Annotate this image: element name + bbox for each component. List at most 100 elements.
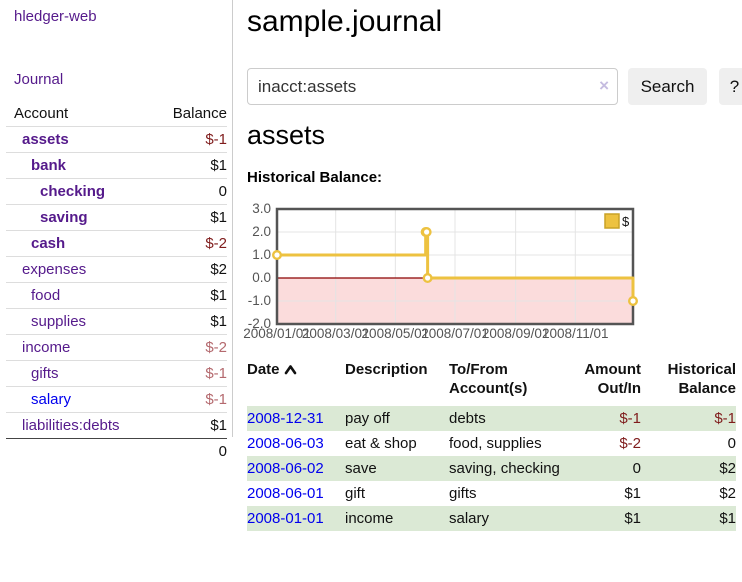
account-row-liabilities-debts: liabilities:debts $1 [6, 412, 227, 439]
svg-text:-1.0: -1.0 [248, 293, 271, 308]
transaction-date-link[interactable]: 2008-06-02 [247, 460, 324, 477]
brand-link[interactable]: hledger-web [14, 8, 97, 25]
journal-header-description: Description [345, 361, 428, 378]
journal-header-amount: Amount Out/In [584, 361, 641, 397]
account-balance-saving: $1 [155, 204, 227, 231]
account-balance-checking: 0 [155, 178, 227, 205]
account-page-title: assets [247, 120, 326, 150]
transaction-balance: 0 [727, 435, 736, 452]
svg-text:1.0: 1.0 [252, 247, 271, 262]
account-balance-assets: $-1 [155, 126, 227, 153]
svg-text:3.0: 3.0 [252, 201, 271, 216]
journal-row: 2008-01-01 income salary $1 $1 [247, 506, 736, 531]
transaction-amount: $-1 [619, 410, 641, 427]
account-row-cash: cash $-2 [6, 230, 227, 257]
search-button[interactable]: Search [628, 68, 707, 105]
account-row-salary: salary $-1 [6, 386, 227, 413]
account-balance-food: $1 [155, 282, 227, 309]
svg-text:2008/07/01: 2008/07/01 [421, 326, 489, 341]
transaction-date-link[interactable]: 2008-01-01 [247, 510, 324, 527]
sort-up-icon [284, 361, 297, 380]
account-link-checking[interactable]: checking [40, 183, 106, 200]
journal-header-accounts: To/From Account(s) [449, 361, 528, 397]
help-button[interactable]: ? [719, 68, 742, 105]
account-balance-bank: $1 [155, 152, 227, 179]
svg-text:-2.0: -2.0 [248, 316, 271, 331]
transaction-accounts: food, supplies [449, 435, 542, 452]
transaction-description: pay off [345, 410, 390, 427]
page-title: sample.journal [247, 5, 443, 38]
transaction-accounts: saving, checking [449, 460, 560, 477]
search-bar: × Search ? [247, 68, 742, 105]
account-row-food: food $1 [6, 282, 227, 309]
accounts-header-account: Account [14, 105, 69, 122]
accounts-total-balance: 0 [155, 438, 227, 464]
transaction-amount: $1 [624, 510, 641, 527]
accounts-total-row: 0 [6, 438, 227, 464]
transaction-amount: $1 [624, 485, 641, 502]
account-row-expenses: expenses $2 [6, 256, 227, 283]
transaction-balance: $2 [719, 485, 736, 502]
account-row-gifts: gifts $-1 [6, 360, 227, 387]
transaction-amount: $-2 [619, 435, 641, 452]
transaction-description: income [345, 510, 394, 527]
svg-text:2008/09/01: 2008/09/01 [482, 326, 550, 341]
balance-chart: $3.0 2.0 1.0 0.0 -1.0 -2.0 2008/01/01 2008/03/0… [240, 200, 740, 345]
account-link-income[interactable]: income [22, 339, 71, 356]
journal-row: 2008-06-02 save saving, checking 0 $2 [247, 456, 736, 481]
account-link-gifts[interactable]: gifts [31, 365, 59, 382]
transaction-accounts: gifts [449, 485, 477, 502]
account-link-saving[interactable]: saving [40, 209, 88, 226]
account-row-income: income $-2 [6, 334, 227, 361]
account-row-assets: assets $-1 [6, 126, 227, 153]
account-link-liabilities-debts[interactable]: liabilities:debts [22, 417, 120, 434]
journal-header-row: Date Description To/From Account(s) Amoun… [247, 358, 736, 406]
journal-row: 2008-06-01 gift gifts $1 $2 [247, 481, 736, 506]
account-link-expenses[interactable]: expenses [22, 261, 87, 278]
account-link-food[interactable]: food [31, 287, 61, 304]
account-link-cash[interactable]: cash [31, 235, 66, 252]
journal-header-date[interactable]: Date [247, 358, 345, 406]
svg-text:2008/05/01: 2008/05/01 [362, 326, 430, 341]
accounts-header-balance: Balance [172, 105, 227, 122]
account-balance-expenses: $2 [155, 256, 227, 283]
transaction-accounts: salary [449, 510, 490, 527]
svg-text:2008/11/01: 2008/11/01 [542, 326, 609, 341]
transaction-date-link[interactable]: 2008-06-03 [247, 435, 324, 452]
transaction-balance: $-1 [714, 410, 736, 427]
svg-text:2008/03/01: 2008/03/01 [302, 326, 370, 341]
account-balance-salary: $-1 [155, 386, 227, 413]
account-link-bank[interactable]: bank [31, 157, 67, 174]
account-row-supplies: supplies $1 [6, 308, 227, 335]
clear-search-icon[interactable]: × [599, 76, 609, 95]
transaction-date-link[interactable]: 2008-06-01 [247, 485, 324, 502]
account-balance-gifts: $-1 [155, 360, 227, 387]
accounts-header-row: Account Balance [6, 101, 227, 127]
transaction-description: eat & shop [345, 435, 417, 452]
svg-text:2008/01/01: 2008/01/01 [243, 326, 311, 341]
transaction-accounts: debts [449, 410, 486, 427]
account-link-supplies[interactable]: supplies [31, 313, 87, 330]
journal-row: 2008-12-31 pay off debts $-1 $-1 [247, 406, 736, 431]
account-row-saving: saving $1 [6, 204, 227, 231]
transaction-balance: $2 [719, 460, 736, 477]
account-link-assets[interactable]: assets [22, 131, 69, 148]
search-input[interactable] [247, 68, 618, 105]
account-row-bank: bank $1 [6, 152, 227, 179]
journal-table: Date Description To/From Account(s) Amoun… [247, 358, 736, 531]
transaction-description: save [345, 460, 377, 477]
svg-text:2.0: 2.0 [252, 224, 271, 239]
svg-text:0.0: 0.0 [252, 270, 271, 285]
accounts-table: Account Balance assets $-1 bank $1 check… [6, 101, 227, 464]
transaction-balance: $1 [719, 510, 736, 527]
transaction-date-link[interactable]: 2008-12-31 [247, 410, 324, 427]
chart-label: Historical Balance: [247, 169, 383, 186]
transaction-amount: 0 [632, 460, 641, 477]
journal-header-balance: Historical Balance [667, 361, 736, 397]
journal-row: 2008-06-03 eat & shop food, supplies $-2… [247, 431, 736, 456]
svg-text:$: $ [622, 214, 630, 229]
account-link-salary[interactable]: salary [31, 391, 72, 408]
account-balance-cash: $-2 [155, 230, 227, 257]
sidebar-item-journal[interactable]: Journal [14, 71, 64, 88]
